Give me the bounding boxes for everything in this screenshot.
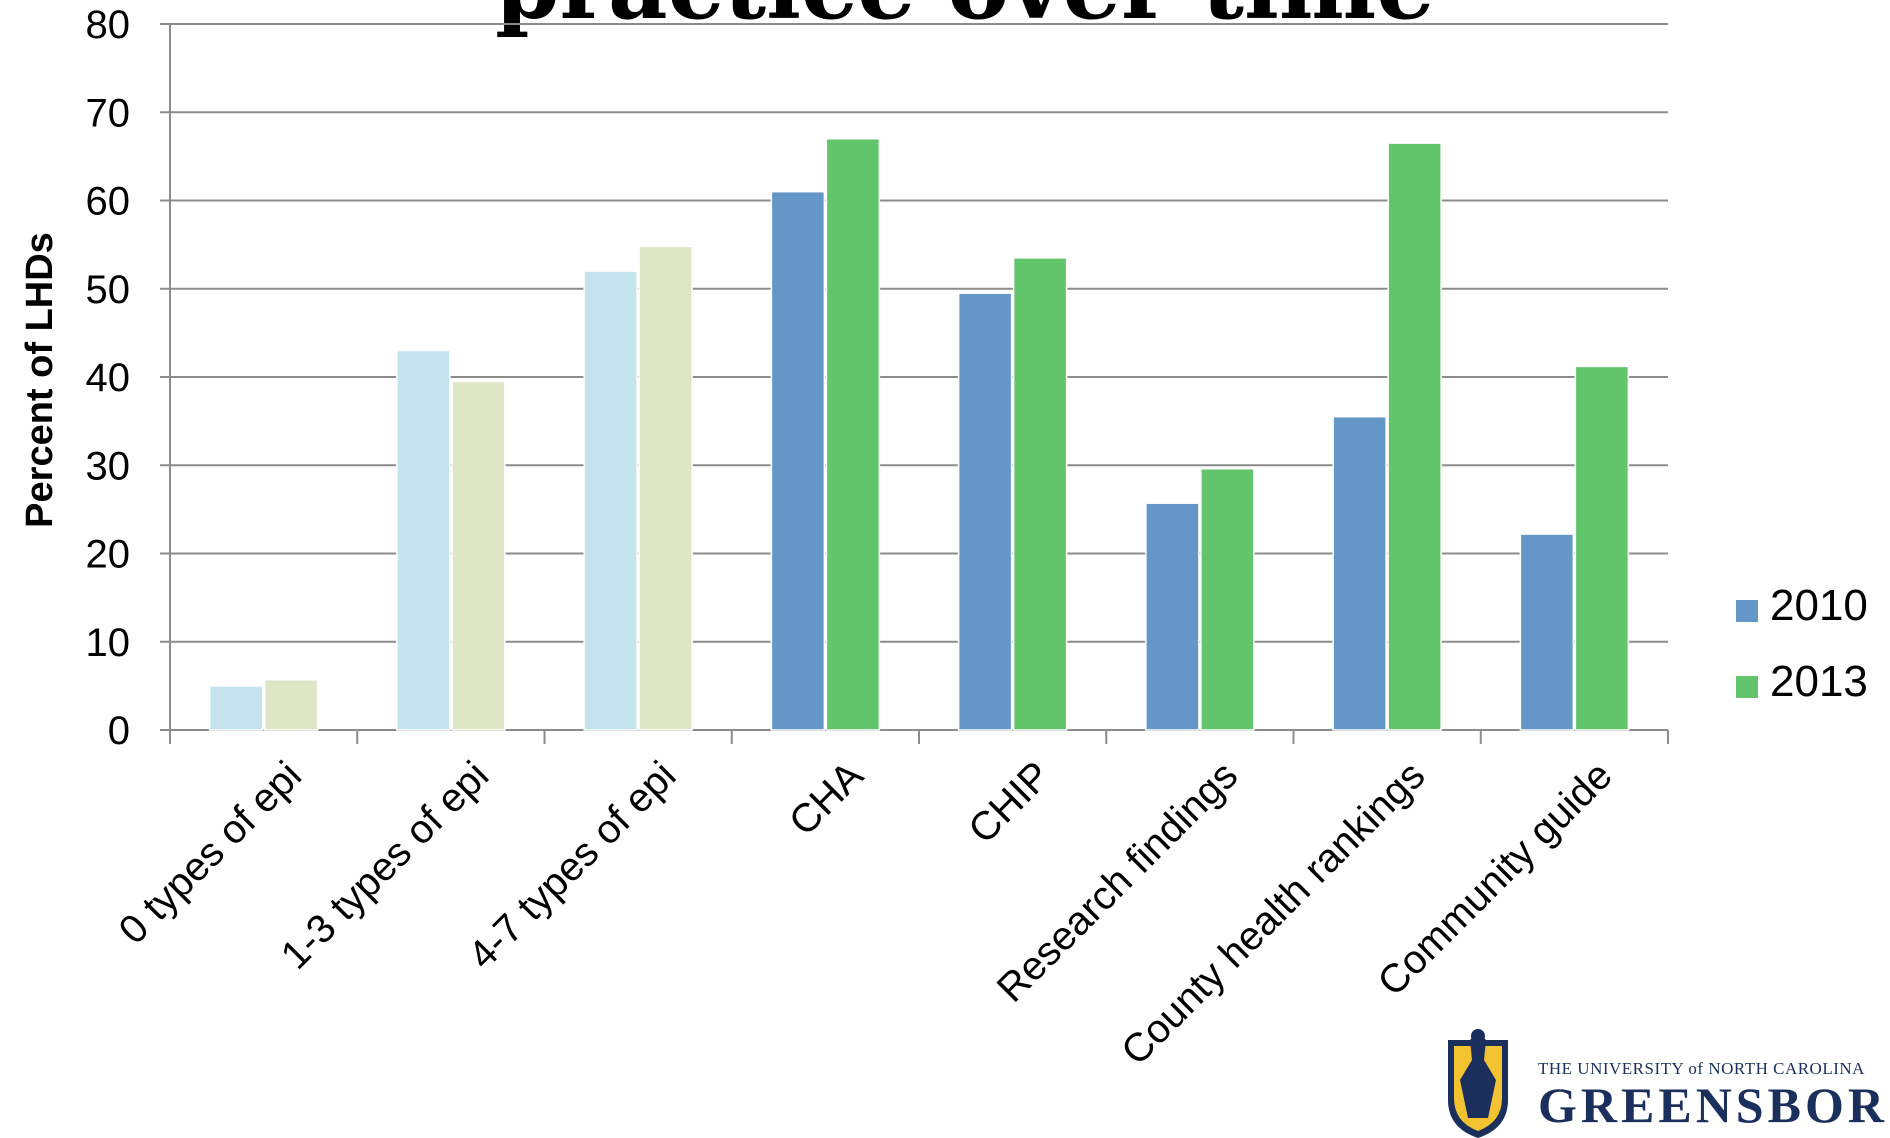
y-tick-label: 0: [108, 709, 130, 753]
bar-2010-2: [583, 270, 638, 731]
bar-2013-7: [1574, 365, 1630, 731]
y-tick-label: 40: [86, 356, 131, 400]
logo-university-line: THE UNIVERSITY of NORTH CAROLINA: [1538, 1059, 1865, 1078]
bar-2013-2: [638, 245, 693, 731]
gridlines: [170, 23, 1668, 643]
x-tick-label: County health rankings: [1113, 753, 1433, 1073]
x-tick-label: CHIP: [960, 753, 1059, 852]
bar-2010-4: [957, 292, 1013, 731]
bar-2010-3: [770, 190, 826, 731]
bar-2013-6: [1387, 142, 1442, 731]
bar-2010-5: [1145, 502, 1200, 731]
y-axis-ticks: 0 10 20 30 40 50 60 70 80: [86, 3, 131, 753]
y-tick-label: 30: [86, 444, 131, 488]
bar-2013-1: [451, 380, 506, 731]
bars: [208, 137, 1630, 731]
y-tick-label: 20: [86, 533, 131, 577]
bar-2010-6: [1332, 415, 1387, 731]
legend-swatch-2010: [1736, 600, 1758, 622]
bar-2010-0: [208, 685, 264, 731]
y-tick-label: 50: [86, 268, 131, 312]
legend-label-2010: 2010: [1770, 581, 1868, 630]
x-tick-label: 0 types of epi: [111, 753, 310, 952]
y-tick-label: 70: [86, 91, 131, 135]
x-tick-label: CHA: [781, 753, 872, 844]
bar-2013-3: [825, 137, 881, 731]
legend-swatch-2013: [1736, 676, 1758, 698]
y-tick-label: 60: [86, 180, 131, 224]
bar-2013-0: [263, 678, 319, 731]
uncg-logo: THE UNIVERSITY of NORTH CAROLINA GREENSB…: [1448, 1029, 1890, 1138]
bar-2010-1: [396, 349, 451, 731]
bar-2010-7: [1519, 533, 1575, 731]
slide-title: practice over time: [495, 0, 1435, 40]
legend: 2010 2013: [1736, 581, 1868, 706]
logo-greensboro: GREENSBORO: [1538, 1077, 1890, 1133]
y-tick-label: 80: [86, 3, 131, 47]
y-axis-title: Percent of LHDs: [19, 232, 61, 528]
legend-label-2013: 2013: [1770, 657, 1868, 706]
bar-2013-4: [1012, 257, 1068, 731]
shield-icon: [1448, 1029, 1508, 1138]
y-tick-label: 10: [86, 621, 131, 665]
bar-2013-5: [1200, 468, 1255, 731]
